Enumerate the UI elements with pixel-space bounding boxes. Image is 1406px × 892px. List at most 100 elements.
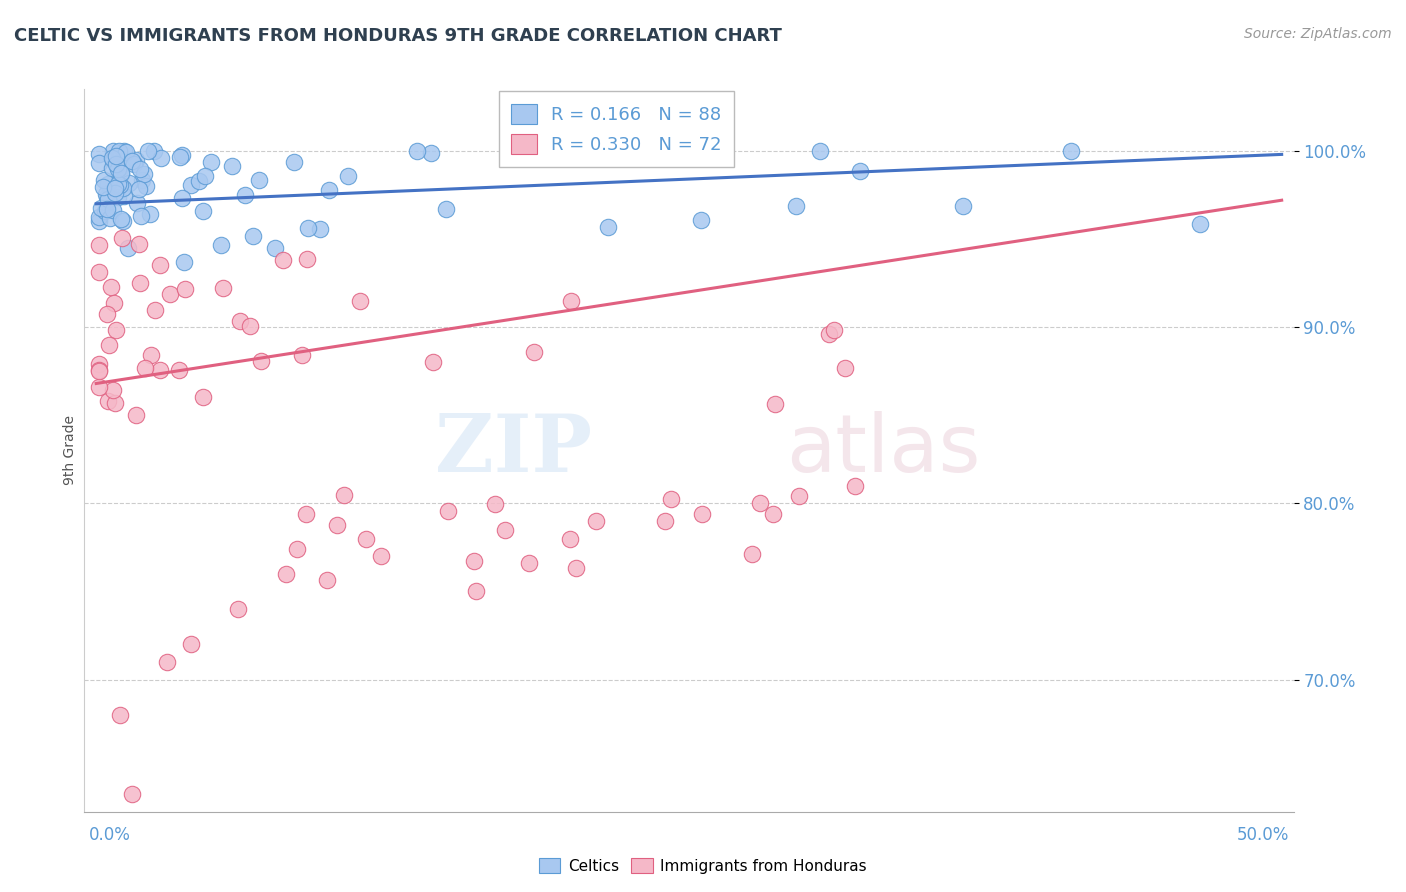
Point: [690, 507, 713, 521]
Point: [789, 489, 811, 503]
Legend: R = 0.166   N = 88, R = 0.330   N = 72: R = 0.166 N = 88, R = 0.330 N = 72: [499, 91, 734, 167]
Point: [128, 236, 150, 251]
Point: [100, 151, 122, 165]
Point: [212, 281, 235, 295]
Point: [96, 202, 118, 216]
Point: [104, 181, 127, 195]
Point: [191, 390, 214, 404]
Point: [326, 517, 349, 532]
Point: [107, 151, 129, 165]
Point: [107, 190, 129, 204]
Point: [229, 314, 252, 328]
Point: [560, 532, 582, 546]
Point: [97, 177, 120, 191]
Point: [129, 162, 152, 177]
Point: [690, 212, 713, 227]
Point: [94, 187, 117, 202]
Point: [103, 296, 125, 310]
Point: [297, 221, 319, 235]
Point: [463, 554, 485, 568]
Point: [316, 573, 339, 587]
Point: [87, 357, 110, 371]
Text: CELTIC VS IMMIGRANTS FROM HONDURAS 9TH GRADE CORRELATION CHART: CELTIC VS IMMIGRANTS FROM HONDURAS 9TH G…: [14, 27, 782, 45]
Point: [87, 380, 110, 394]
Point: [105, 323, 128, 337]
Point: [87, 238, 110, 252]
Point: [87, 214, 110, 228]
Point: [87, 210, 110, 224]
Point: [101, 202, 124, 217]
Point: [128, 182, 150, 196]
Point: [87, 155, 110, 169]
Point: [87, 363, 110, 377]
Text: ZIP: ZIP: [436, 411, 592, 490]
Point: [97, 338, 120, 352]
Point: [87, 147, 110, 161]
Point: [173, 282, 195, 296]
Point: [96, 307, 118, 321]
Text: 0.0%: 0.0%: [89, 826, 131, 844]
Point: [848, 164, 870, 178]
Point: [295, 507, 318, 521]
Point: [101, 153, 124, 167]
Point: [104, 395, 127, 409]
Point: [136, 144, 159, 158]
Point: [242, 229, 264, 244]
Point: [93, 173, 115, 187]
Point: [108, 707, 131, 722]
Point: [763, 396, 786, 410]
Point: [143, 302, 166, 317]
Point: [817, 326, 839, 341]
Point: [437, 504, 460, 518]
Point: [156, 655, 179, 669]
Point: [494, 523, 516, 537]
Point: [239, 319, 262, 334]
Point: [134, 167, 156, 181]
Point: [194, 169, 217, 183]
Point: [121, 154, 143, 169]
Point: [654, 514, 676, 528]
Point: [96, 190, 118, 204]
Point: [1060, 144, 1083, 158]
Point: [125, 408, 148, 422]
Point: [1189, 217, 1212, 231]
Point: [336, 169, 359, 184]
Point: [844, 479, 866, 493]
Point: [263, 241, 285, 255]
Point: [762, 508, 785, 522]
Point: [464, 584, 486, 599]
Point: [659, 491, 682, 506]
Point: [159, 286, 181, 301]
Point: [87, 364, 110, 378]
Point: [297, 252, 319, 267]
Point: [274, 566, 297, 581]
Point: [94, 204, 117, 219]
Point: [271, 253, 294, 268]
Point: [548, 150, 571, 164]
Point: [115, 145, 138, 159]
Point: [228, 602, 250, 616]
Point: [422, 354, 444, 368]
Point: [250, 354, 273, 368]
Point: [129, 277, 152, 291]
Y-axis label: 9th Grade: 9th Grade: [63, 416, 77, 485]
Point: [749, 496, 772, 510]
Point: [118, 176, 141, 190]
Point: [101, 161, 124, 175]
Point: [104, 149, 127, 163]
Point: [117, 241, 139, 255]
Point: [149, 258, 172, 272]
Point: [167, 363, 190, 377]
Point: [283, 155, 305, 169]
Point: [124, 153, 146, 167]
Point: [143, 144, 166, 158]
Point: [97, 193, 120, 207]
Point: [110, 160, 132, 174]
Point: [285, 541, 308, 556]
Point: [354, 532, 377, 546]
Point: [139, 348, 162, 362]
Point: [247, 173, 270, 187]
Point: [291, 348, 314, 362]
Point: [585, 515, 607, 529]
Point: [523, 345, 546, 359]
